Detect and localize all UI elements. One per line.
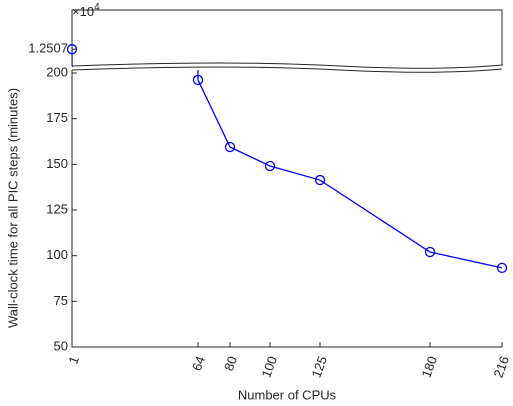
x-tick-label: 1 — [65, 354, 82, 366]
y-multiplier: ×104 — [72, 2, 100, 20]
y-tick-label: 50 — [54, 338, 68, 353]
data-point — [264, 160, 276, 172]
y-axis-label: Wall-clock time for all PIC steps (minut… — [5, 88, 20, 328]
y-tick-label: 75 — [54, 293, 68, 308]
y-tick-label: 150 — [46, 156, 68, 171]
x-tick-label: 64 — [189, 354, 208, 373]
x-tick-label: 180 — [419, 354, 441, 380]
upper-axes-box — [71, 9, 503, 66]
x-axis-label: Number of CPUs — [238, 387, 337, 402]
series-line — [72, 49, 73, 67]
y-tick-label: 125 — [46, 201, 68, 216]
x-tick-label: 80 — [221, 354, 240, 373]
axis-break-line — [71, 62, 503, 69]
series-line — [197, 70, 502, 269]
data-point — [424, 246, 436, 258]
axis-break-line — [71, 66, 503, 73]
data-point — [496, 262, 508, 274]
data-point — [66, 44, 78, 55]
y-tick-label: 100 — [46, 247, 68, 262]
y-tick-label: 1.2507 — [28, 41, 68, 56]
multiplier-exponent: 4 — [94, 2, 100, 13]
lower-axes — [71, 70, 502, 348]
data-point — [192, 74, 204, 86]
y-tick-label: 175 — [46, 110, 68, 125]
multiplier-base: ×10 — [72, 4, 94, 19]
y-tick-label: 200 — [46, 64, 68, 79]
x-tick-label: 100 — [259, 354, 281, 380]
data-point — [224, 141, 236, 153]
x-tick-label: 125 — [309, 354, 331, 380]
data-point — [314, 174, 326, 186]
x-tick-label: 216 — [491, 354, 513, 380]
